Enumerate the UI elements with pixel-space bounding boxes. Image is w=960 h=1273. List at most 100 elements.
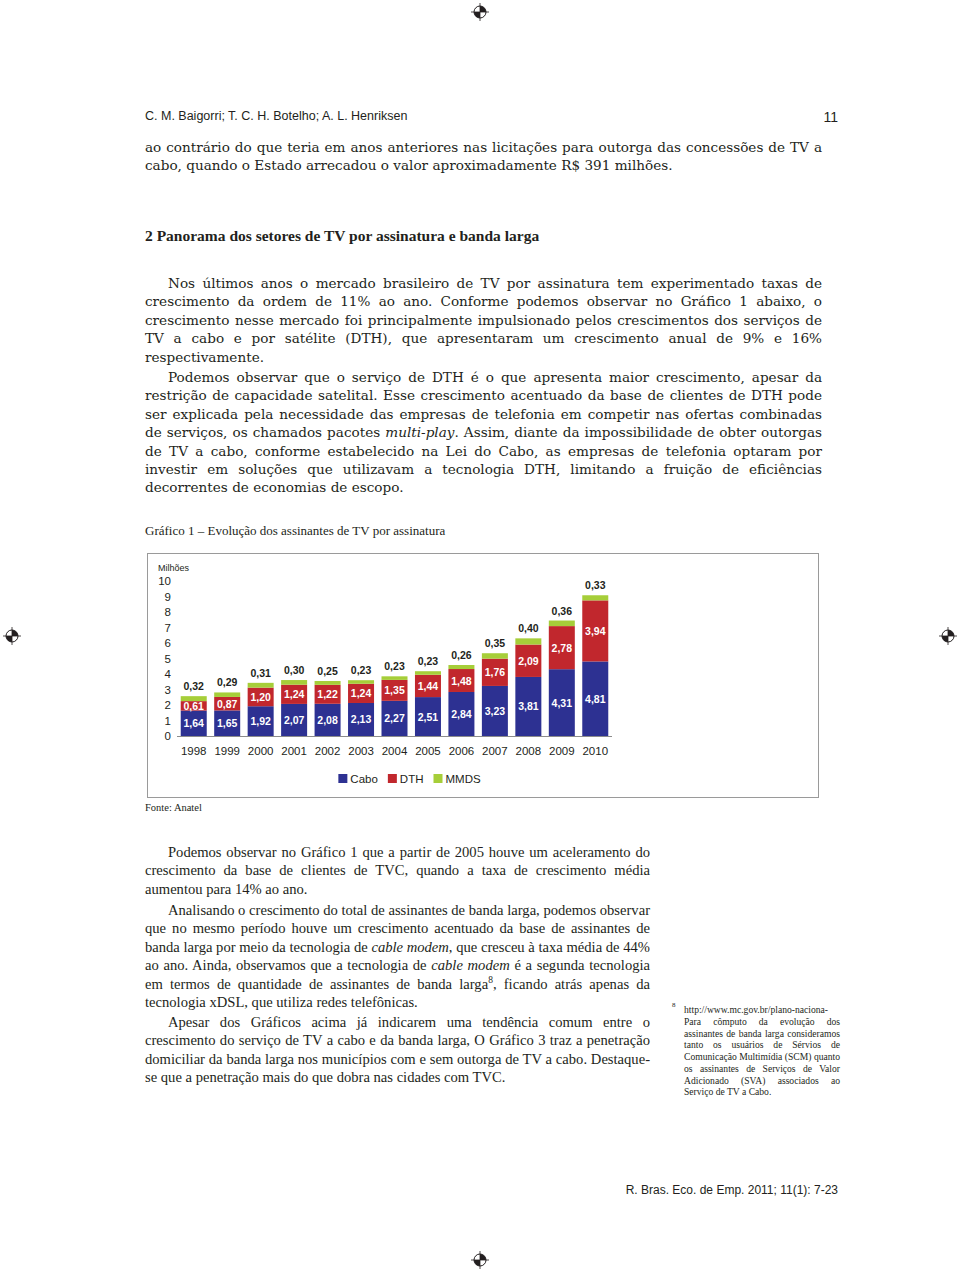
data-label: 2,84: [451, 708, 472, 720]
chart-frame: [148, 554, 819, 798]
x-tick-label: 2004: [382, 745, 408, 757]
data-label: 0,33: [585, 579, 606, 591]
data-label: 1,76: [485, 666, 506, 678]
data-label: 0,29: [217, 676, 238, 688]
bar: [348, 680, 374, 684]
bar: [382, 680, 408, 701]
data-label: 1,48: [451, 675, 472, 687]
chart-title: Gráfico 1 – Evolução dos assinantes de T…: [145, 523, 445, 539]
data-label: 0,26: [451, 649, 472, 661]
footnote-marker: 8: [672, 1001, 676, 1009]
data-label: 0,23: [351, 664, 372, 676]
data-label: 1,24: [284, 688, 305, 700]
paragraph: Analisando o crescimento do total de ass…: [145, 901, 650, 1011]
paragraph: Podemos observar que o serviço de DTH é …: [145, 368, 822, 497]
x-tick-label: 2003: [348, 745, 374, 757]
data-label: 1,44: [418, 680, 439, 692]
footer: R. Bras. Eco. de Emp. 2011; 11(1): 7-23: [626, 1183, 838, 1197]
bar: [415, 671, 441, 675]
legend-label: Cabo: [350, 773, 378, 785]
data-label: 0,31: [250, 667, 271, 679]
data-label: 0,87: [217, 698, 238, 710]
x-tick-label: 2002: [315, 745, 341, 757]
data-label: 2,07: [284, 714, 305, 726]
bar: [281, 685, 307, 704]
text-run: Nos últimos anos o mercado brasileiro de…: [145, 275, 822, 365]
bar: [482, 659, 508, 686]
bar: [315, 704, 341, 736]
registration-mark: [3, 627, 21, 645]
data-label: 3,23: [485, 705, 506, 717]
bar: [181, 711, 207, 736]
bar: [315, 685, 341, 704]
data-label: 4,31: [552, 697, 573, 709]
x-tick-label: 2009: [549, 745, 575, 757]
bar: [448, 669, 474, 692]
paragraph: Podemos observar no Gráfico 1 que a part…: [145, 843, 650, 898]
data-label: 0,36: [552, 605, 573, 617]
bar: [214, 692, 240, 696]
y-tick-label: 9: [165, 591, 171, 603]
data-label: 2,08: [317, 714, 338, 726]
text-run: multi-play: [385, 424, 454, 440]
footnote-text: Para cômputo da evolução dos assinantes …: [684, 1016, 840, 1098]
bar: [482, 653, 508, 658]
bar: [281, 680, 307, 685]
bar: [549, 621, 575, 627]
x-tick-label: 2005: [415, 745, 441, 757]
legend: CaboDTHMMDS: [338, 773, 481, 785]
x-tick-label: 1999: [214, 745, 240, 757]
y-tick-label: 6: [165, 637, 171, 649]
x-tick-label: 2010: [582, 745, 608, 757]
x-tick-label: 2000: [248, 745, 274, 757]
bar: [281, 704, 307, 736]
bar: [248, 706, 274, 736]
running-head: C. M. Baigorri; T. C. H. Botelho; A. L. …: [145, 109, 407, 123]
x-tick-label: 2006: [449, 745, 475, 757]
bar: [448, 692, 474, 736]
bar: [549, 669, 575, 736]
data-labels: 1,641,651,922,072,082,132,272,512,843,23…: [184, 579, 606, 729]
data-label: 0,25: [317, 665, 338, 677]
page-number: 11: [823, 109, 838, 125]
bar: [582, 595, 608, 600]
data-label: 4,81: [585, 693, 606, 705]
bar: [214, 710, 240, 736]
x-tick-label: 2001: [281, 745, 307, 757]
text-run: cable modem: [371, 939, 448, 955]
x-tick-label: 2008: [516, 745, 542, 757]
x-axis-line: [177, 736, 612, 737]
data-label: 1,35: [384, 684, 405, 696]
footnote-url: http://www.mc.gov.br/plano-naciona-: [684, 1004, 844, 1016]
data-label: 1,20: [250, 691, 271, 703]
x-tick-label: 2007: [482, 745, 508, 757]
bar: [515, 645, 541, 677]
data-label: 0,23: [418, 655, 439, 667]
bar: [248, 688, 274, 707]
bar: [448, 665, 474, 669]
bar: [382, 701, 408, 736]
paragraph: Apesar dos Gráficos acima já indicarem u…: [145, 1013, 650, 1087]
data-label: 3,94: [585, 625, 606, 637]
section-heading: 2 Panorama dos setores de TV por assinat…: [145, 227, 539, 245]
bar: [348, 703, 374, 736]
data-label: 2,27: [384, 712, 405, 724]
data-label: 1,65: [217, 717, 238, 729]
data-label: 2,13: [351, 713, 372, 725]
y-tick-label: 8: [165, 606, 171, 618]
text-run: Apesar dos Gráficos acima já indicarem u…: [145, 1014, 650, 1085]
bar: [348, 684, 374, 703]
bar: [582, 600, 608, 661]
data-label: 3,81: [518, 700, 539, 712]
axis-label: Milhões: [158, 563, 190, 573]
bar: [248, 683, 274, 688]
y-tick-label: 4: [165, 668, 172, 680]
y-tick-label: 7: [165, 622, 171, 634]
y-tick-label: 2: [165, 699, 171, 711]
text-run: ao contrário do que teria em anos anteri…: [145, 139, 822, 173]
data-label: 2,78: [552, 642, 573, 654]
bar: [549, 626, 575, 669]
bar: [582, 661, 608, 736]
paragraph: Nos últimos anos o mercado brasileiro de…: [145, 274, 822, 366]
legend-swatch: [338, 774, 347, 783]
